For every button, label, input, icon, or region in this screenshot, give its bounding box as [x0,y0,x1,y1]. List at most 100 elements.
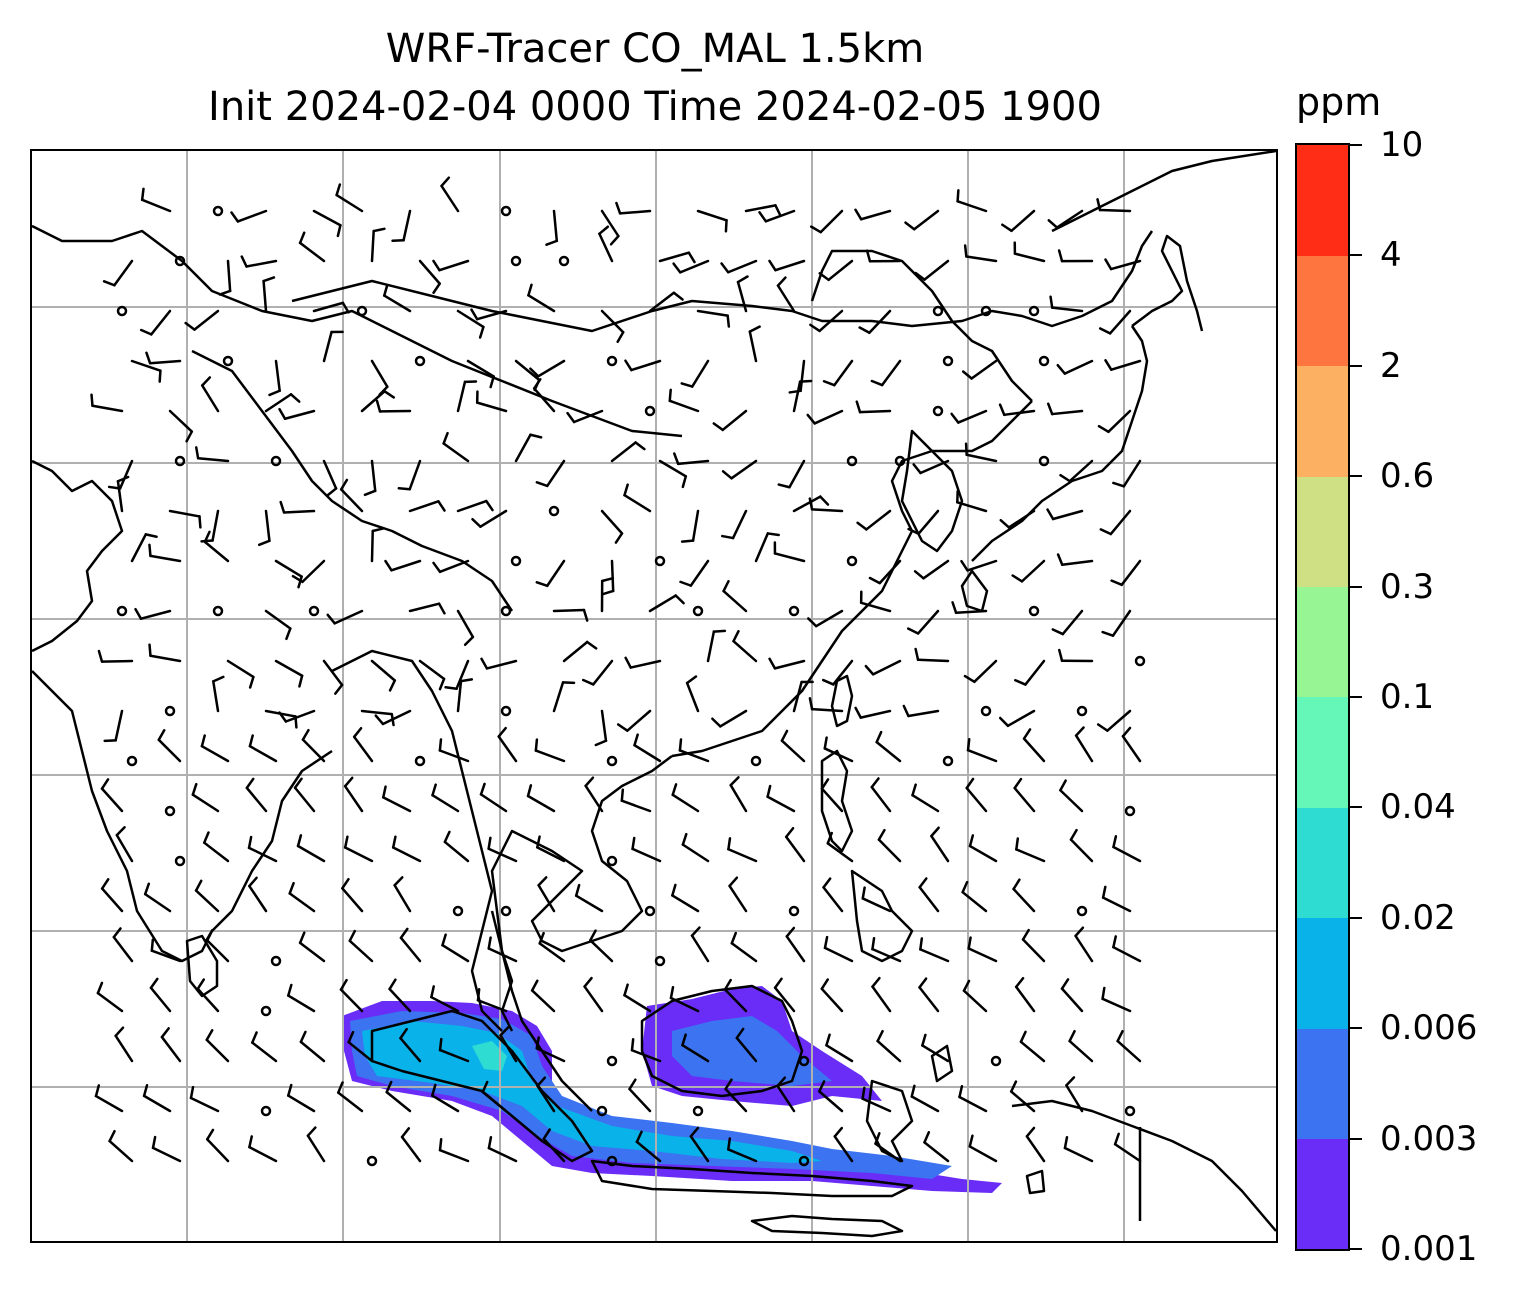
wind-barb [865,249,902,263]
wind-barb [194,879,220,913]
wind-barb [600,209,620,246]
wind-barb [456,678,474,713]
wind-barb [200,509,220,543]
calm-wind-marker [932,305,944,317]
wind-barb [589,929,614,963]
borneo-coast [640,984,804,1098]
colorbar-tick [1350,475,1362,478]
colorbar-tick [1350,806,1362,809]
wind-barb [823,935,854,963]
colorbar-segment [1297,586,1348,698]
wind-barb [385,1080,412,1113]
wind-barb [326,609,364,625]
wind-barb [875,730,902,763]
wind-barb [720,259,758,274]
wind-barb [681,1033,710,1063]
wind-barb [624,359,662,372]
wind-barb [721,509,748,540]
wind-barb [1104,359,1142,371]
wind-barb [690,926,710,963]
colorbar-tick-label: 0.04 [1380,787,1456,828]
wind-barb [712,409,748,432]
wind-barb [792,680,814,713]
wind-barb [335,183,364,213]
wind-barb [536,1076,556,1113]
wind-barb [322,459,338,497]
map-title-line2: Init 2024-02-04 0000 Time 2024-02-05 190… [208,84,1102,130]
wind-barb [245,777,268,813]
wind-barb [671,883,700,913]
colorbar-segment [1297,1028,1348,1140]
wind-barb [257,509,271,547]
wind-barb [168,509,202,529]
calm-wind-marker [212,205,224,217]
wind-barb [854,208,892,221]
wind-barb [1068,1029,1094,1063]
wind-barb [388,978,412,1013]
wind-barb [600,309,625,343]
calm-wind-marker [692,605,704,617]
wind-barb [339,478,364,513]
wind-barb [298,231,326,263]
wind-barb [103,709,124,743]
calm-wind-marker [1134,655,1146,667]
wind-barb [818,259,854,282]
wind-barb [870,359,902,387]
wind-barb [278,407,316,420]
wind-barb [399,927,422,963]
wind-barb [200,734,230,763]
wind-barb [855,400,892,414]
calm-wind-marker [932,405,944,417]
wind-barb [628,1078,652,1113]
manchuria-border [810,249,1033,402]
calm-wind-marker [174,855,186,867]
calm-wind-marker [126,755,138,767]
wind-barb [487,1136,518,1163]
wind-barb [1046,508,1084,521]
india-east-coast [32,670,333,963]
wind-barb [287,1083,316,1113]
calm-wind-marker [1124,1105,1136,1117]
wind-barb [384,559,422,572]
map-panel [30,149,1278,1243]
mongolia-border [291,279,872,333]
malay-peninsula [490,910,593,1112]
wind-barb [291,559,326,584]
wind-barb [108,1129,134,1163]
wind-barb [913,559,950,580]
calm-wind-marker [558,255,570,267]
colorbar-tick-label: 0.3 [1380,566,1435,607]
wind-barb [999,509,1036,529]
wind-barb [322,659,344,695]
wind-barb [535,559,566,588]
calm-wind-marker [414,755,426,767]
philippines-luzon [820,749,854,853]
wind-barb [1112,835,1142,863]
colorbar-tick [1350,585,1362,588]
wind-barb [584,776,604,813]
wind-barb [963,244,998,263]
colorbar-tick [1350,1137,1362,1140]
wind-barb [598,225,614,263]
wind-barb [859,590,892,613]
wind-barb [823,736,854,763]
colorbar-segment [1297,917,1348,1029]
calm-wind-marker [164,805,176,817]
wind-barb [168,409,194,443]
sri-lanka-coast [185,934,219,998]
calm-wind-marker [644,405,656,417]
calm-wind-marker [222,355,234,367]
calm-wind-marker [606,855,618,867]
wind-barb [918,977,940,1013]
wind-barb [1058,648,1094,663]
wind-barb [536,835,566,863]
wind-barb [432,559,470,574]
wind-barb [788,359,806,394]
wind-barb [680,509,700,543]
wind-barb [264,609,292,641]
colorbar-segment [1297,807,1348,919]
wind-barb [347,1030,374,1063]
wind-barb [301,728,326,763]
wind-barb [1014,977,1036,1013]
wind-barb [160,1027,182,1063]
